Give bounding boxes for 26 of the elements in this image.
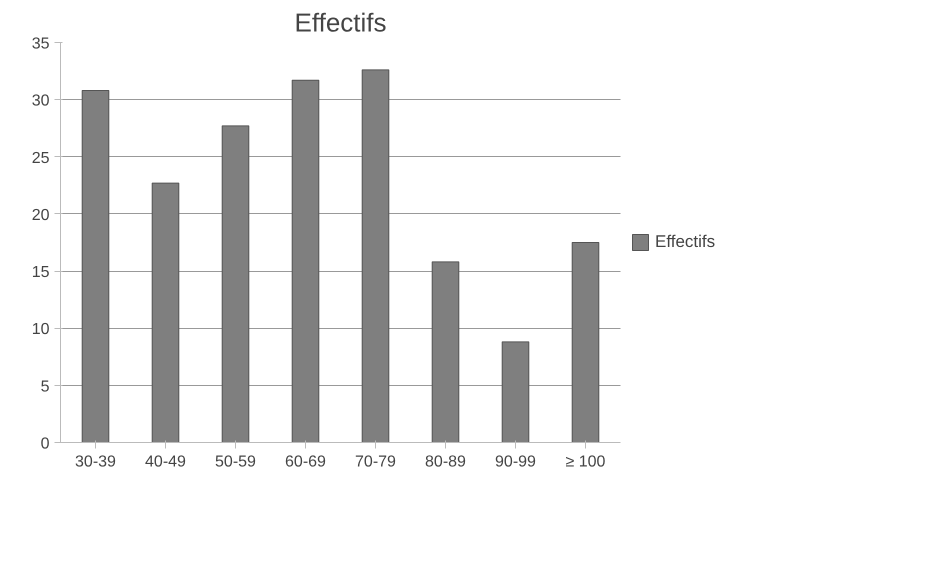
x-tick-label: 30-39: [75, 454, 116, 470]
y-tick-label: 30: [32, 92, 50, 110]
bar: [292, 80, 320, 442]
bar: [152, 182, 180, 442]
y-tick-label: 25: [32, 150, 50, 167]
x-tick-label: 40-49: [145, 454, 186, 470]
bar: [222, 125, 250, 442]
y-tick-label: 5: [40, 378, 50, 396]
y-tick-label: 20: [32, 206, 50, 224]
x-tick-label: 70-79: [355, 454, 396, 470]
bar: [572, 242, 600, 442]
x-tick-label: 80-89: [425, 454, 466, 470]
y-tick-label: 10: [32, 321, 50, 338]
bar: [432, 261, 460, 442]
y-tick-label: 35: [32, 36, 50, 52]
y-tick-label: 0: [40, 436, 50, 452]
x-tick-label: 50-59: [215, 454, 256, 470]
bar: [502, 341, 530, 442]
bar: [82, 90, 110, 442]
bar: [362, 69, 390, 442]
x-tick-label: ≥ 100: [566, 454, 606, 470]
x-tick-label: 60-69: [285, 454, 326, 470]
y-tick-label: 15: [32, 264, 50, 282]
x-tick-label: 90-99: [495, 454, 536, 470]
legend-label: Effectifs: [655, 232, 716, 252]
chart-title: Effectifs: [294, 8, 387, 38]
